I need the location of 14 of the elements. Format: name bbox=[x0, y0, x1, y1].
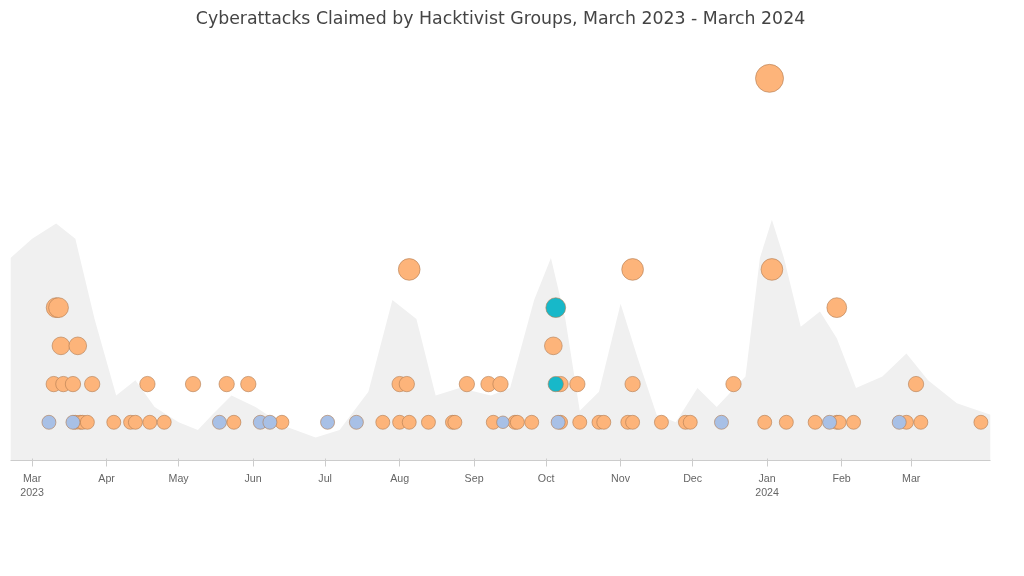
chart-title: Cyberattacks Claimed by Hacktivist Groups, March 2023 - March 2024 bbox=[195, 7, 806, 28]
x-tick-label: Nov bbox=[611, 471, 631, 484]
x-tick-label: Aug bbox=[390, 471, 410, 484]
x-tick-label: Jan 2024 bbox=[755, 471, 780, 498]
x-tick-label: Apr bbox=[98, 471, 116, 484]
x-tick-label: Mar bbox=[902, 471, 921, 484]
x-tick-label: Jul bbox=[318, 471, 332, 484]
x-tick-label: Mar 2023 bbox=[20, 471, 45, 498]
x-tick-label: Oct bbox=[537, 471, 555, 484]
x-tick-label: Jun bbox=[244, 471, 262, 484]
x-tick-label: Dec bbox=[683, 471, 703, 484]
x-tick-label: May bbox=[168, 471, 190, 484]
x-tick-label: Sep bbox=[464, 471, 484, 484]
x-tick-label: Feb bbox=[832, 471, 851, 484]
